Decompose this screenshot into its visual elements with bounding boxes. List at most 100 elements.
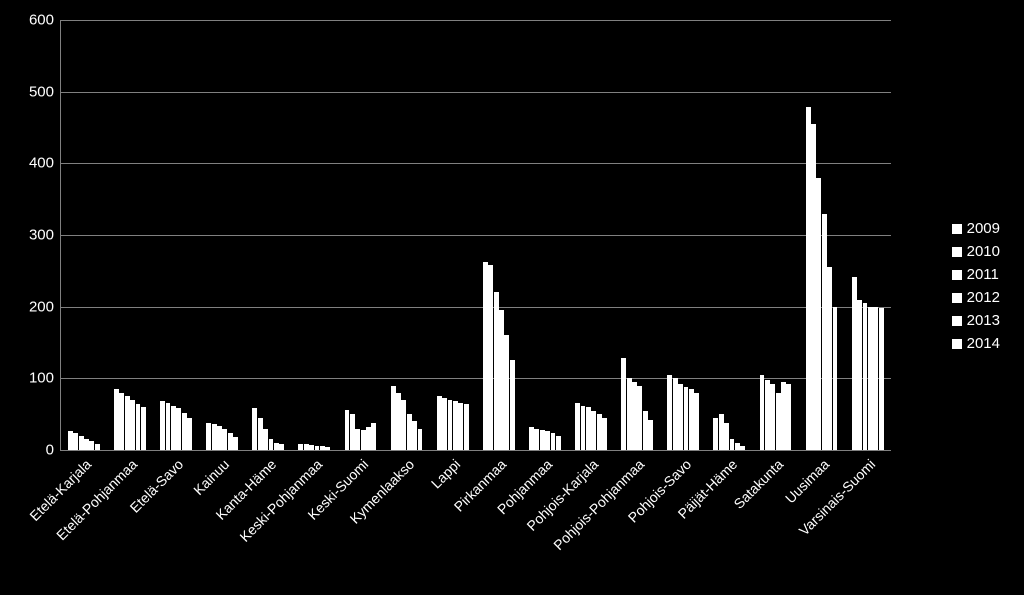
bar xyxy=(437,396,442,450)
bar xyxy=(556,436,561,450)
gridline xyxy=(61,92,891,93)
bar xyxy=(366,427,371,450)
bar xyxy=(534,429,539,451)
legend-swatch xyxy=(952,224,962,234)
legend-item: 2014 xyxy=(952,335,1000,352)
gridline xyxy=(61,235,891,236)
bar xyxy=(222,429,227,451)
bar xyxy=(458,403,463,450)
bar xyxy=(263,429,268,451)
legend-label: 2013 xyxy=(967,312,1000,329)
bar xyxy=(325,447,330,450)
legend-item: 2010 xyxy=(952,243,1000,260)
legend-label: 2009 xyxy=(967,220,1000,237)
bar xyxy=(730,439,735,450)
bar xyxy=(298,444,303,450)
bar xyxy=(233,437,238,450)
bar xyxy=(694,393,699,450)
bar xyxy=(724,423,729,450)
legend-item: 2011 xyxy=(952,266,1000,283)
plot-area xyxy=(60,20,891,451)
y-tick-label: 0 xyxy=(4,442,54,459)
bar xyxy=(119,393,124,450)
y-tick-label: 600 xyxy=(4,12,54,29)
bar xyxy=(632,382,637,450)
legend-swatch xyxy=(952,316,962,326)
legend-swatch xyxy=(952,293,962,303)
bar xyxy=(540,430,545,450)
bar xyxy=(396,393,401,450)
bar xyxy=(464,404,469,450)
bar xyxy=(637,386,642,451)
bar xyxy=(545,431,550,450)
bar xyxy=(136,404,141,450)
bar xyxy=(345,410,350,450)
bar xyxy=(868,307,873,450)
legend-swatch xyxy=(952,247,962,257)
bar xyxy=(442,398,447,450)
bar xyxy=(816,178,821,450)
legend-item: 2012 xyxy=(952,289,1000,306)
bar xyxy=(279,444,284,450)
bar xyxy=(407,414,412,450)
bar xyxy=(806,107,811,450)
bar xyxy=(786,384,791,450)
bar xyxy=(95,444,100,450)
bar xyxy=(713,418,718,450)
legend-label: 2011 xyxy=(967,266,999,283)
bar xyxy=(418,429,423,451)
legend-label: 2010 xyxy=(967,243,1000,260)
bar xyxy=(448,400,453,450)
legend: 2009 2010 2011 2012 2013 2014 xyxy=(952,220,1000,352)
bar xyxy=(684,387,689,450)
legend-label: 2012 xyxy=(967,289,1000,306)
bar xyxy=(667,375,672,450)
bar xyxy=(130,400,135,450)
y-tick-label: 500 xyxy=(4,83,54,100)
bar xyxy=(586,407,591,450)
bar xyxy=(320,446,325,450)
bar xyxy=(453,401,458,450)
bar xyxy=(371,423,376,450)
bar xyxy=(269,439,274,450)
bar xyxy=(391,386,396,451)
bar xyxy=(304,444,309,450)
bar xyxy=(857,300,862,451)
legend-item: 2009 xyxy=(952,220,1000,237)
bar xyxy=(627,378,632,450)
bar xyxy=(740,446,745,450)
chart-container: 200920102011201220132014 010020030040050… xyxy=(0,0,1024,595)
bar xyxy=(488,265,493,450)
bar xyxy=(206,423,211,450)
bar xyxy=(315,446,320,450)
bar xyxy=(166,403,171,450)
y-tick-label: 100 xyxy=(4,370,54,387)
bar xyxy=(673,378,678,450)
bar xyxy=(483,262,488,450)
bar xyxy=(811,124,816,450)
bar xyxy=(499,310,504,450)
bar xyxy=(621,358,626,450)
legend-swatch xyxy=(952,339,962,349)
gridline xyxy=(61,20,891,21)
gridline xyxy=(61,307,891,308)
bar xyxy=(822,214,827,451)
bar xyxy=(643,411,648,450)
bar xyxy=(114,389,119,450)
bar xyxy=(125,396,130,450)
bar xyxy=(879,308,884,450)
bar xyxy=(258,418,263,450)
bar xyxy=(84,439,89,450)
bar xyxy=(252,408,257,450)
bar xyxy=(68,431,73,450)
bar xyxy=(529,427,534,450)
bar xyxy=(770,384,775,450)
bar xyxy=(494,292,499,450)
bar xyxy=(212,424,217,450)
bar xyxy=(309,445,314,450)
bar xyxy=(89,441,94,450)
bar xyxy=(581,406,586,450)
bar xyxy=(187,418,192,450)
bar xyxy=(765,380,770,450)
bar xyxy=(833,307,838,450)
